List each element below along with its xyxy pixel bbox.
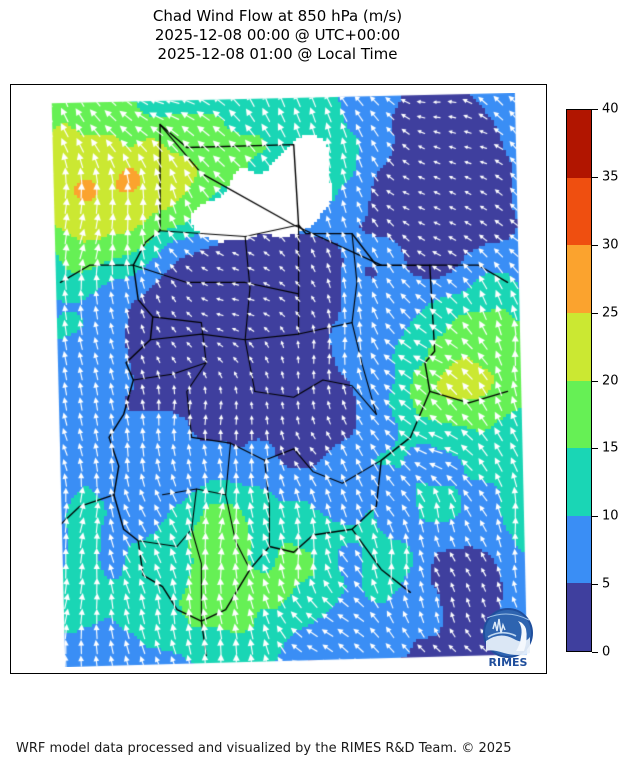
colorbar-tick-15 — [592, 448, 598, 450]
colorbar-label-0: 0 — [602, 644, 611, 660]
footer-credit: WRF model data processed and visualized … — [16, 741, 512, 756]
rimes-logo-text: RIMES — [489, 656, 528, 669]
colorbar-label-5: 5 — [602, 576, 611, 592]
colorbar: 0 5 10 15 20 25 30 35 40 — [566, 102, 619, 660]
colorbar-band-30-35 — [567, 177, 591, 246]
colorbar-label-10: 10 — [602, 508, 619, 524]
map-plot-frame: RIMES — [10, 84, 547, 674]
title-line-1: Chad Wind Flow at 850 hPa (m/s) — [152, 7, 403, 25]
colorbar-label-25: 25 — [602, 305, 619, 321]
colorbar-tick-5 — [592, 584, 598, 586]
colorbar-tick-10 — [592, 516, 598, 518]
colorbar-band-35-40 — [567, 110, 591, 178]
colorbar-label-35: 35 — [602, 169, 619, 185]
colorbar-tick-0 — [592, 652, 598, 653]
colorbar-tick-20 — [592, 380, 598, 382]
colorbar-band-10-15 — [567, 448, 591, 516]
colorbar-tick-35 — [592, 176, 598, 178]
colorbar-gradient — [566, 109, 592, 652]
colorbar-label-30: 30 — [602, 237, 619, 253]
colorbar-tick-40 — [592, 109, 598, 110]
title-line-3: 2025-12-08 01:00 @ Local Time — [157, 45, 398, 63]
colorbar-band-15-20 — [567, 380, 591, 449]
colorbar-band-0-5 — [567, 583, 591, 651]
colorbar-band-5-10 — [567, 515, 591, 584]
colorbar-tick-25 — [592, 312, 598, 314]
chart-title-block: Chad Wind Flow at 850 hPa (m/s) 2025-12-… — [0, 7, 555, 64]
colorbar-band-20-25 — [567, 312, 591, 381]
rimes-logo: RIMES — [474, 607, 542, 669]
wind-speed-map — [41, 93, 527, 667]
colorbar-label-40: 40 — [602, 101, 619, 117]
colorbar-label-20: 20 — [602, 373, 619, 388]
wind-field-canvas — [41, 93, 527, 667]
colorbar-band-25-30 — [567, 245, 591, 313]
colorbar-label-15: 15 — [602, 440, 619, 456]
title-line-2: 2025-12-08 00:00 @ UTC+00:00 — [154, 26, 401, 44]
colorbar-tick-30 — [592, 244, 598, 246]
